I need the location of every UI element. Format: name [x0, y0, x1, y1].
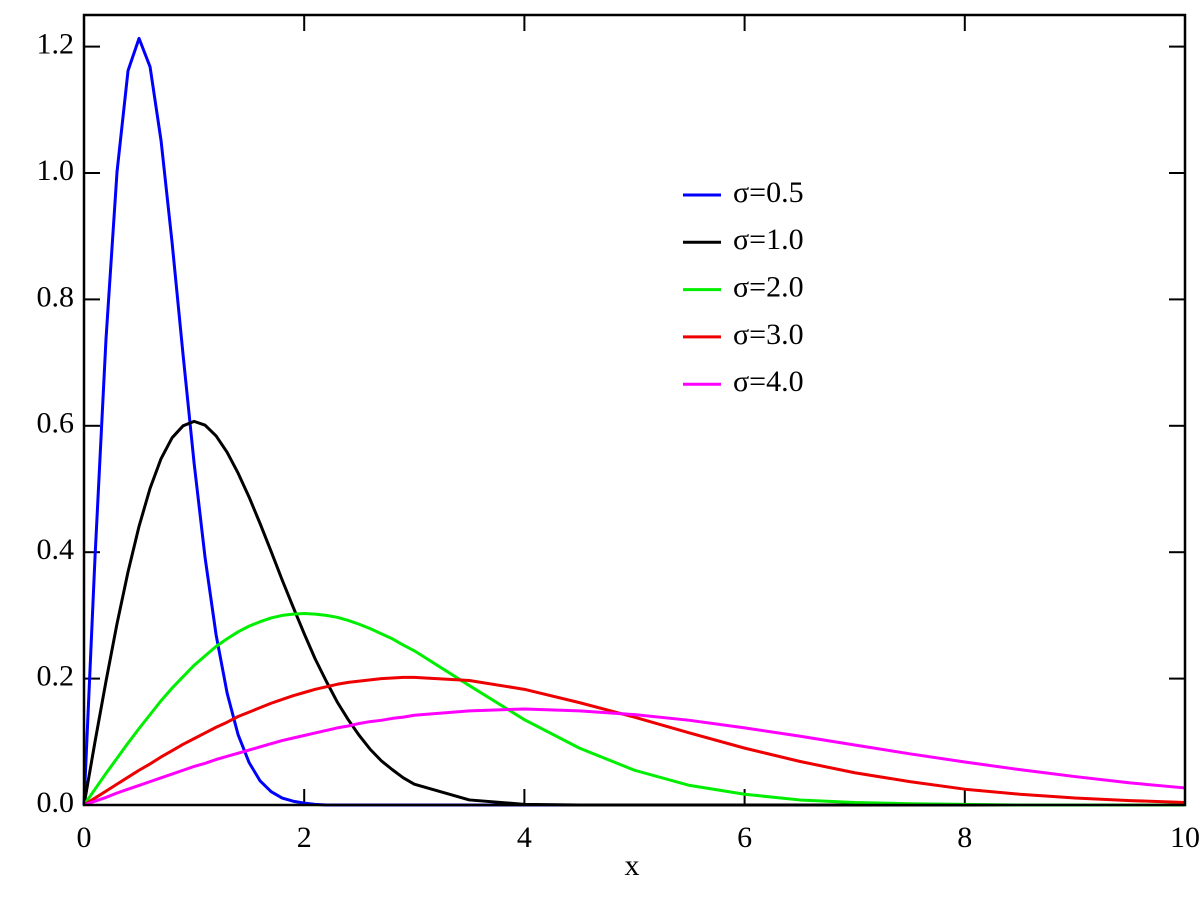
- x-tick-label: 6: [737, 821, 752, 854]
- x-tick-label: 8: [957, 821, 972, 854]
- series-line: [83, 707, 1186, 807]
- series-line: [82, 419, 1185, 807]
- y-tick-label: 0.4: [37, 533, 75, 566]
- legend-label: σ=2.0: [733, 270, 804, 303]
- y-tick-label: 1.2: [37, 27, 75, 60]
- x-tick-label: 2: [297, 821, 312, 854]
- series-line: [82, 36, 1185, 807]
- series-line: [83, 675, 1186, 807]
- legend-label: σ=1.0: [733, 223, 804, 256]
- y-tick-label: 0.6: [37, 407, 75, 440]
- legend-label: σ=3.0: [733, 318, 804, 351]
- x-axis-label: x: [625, 849, 640, 882]
- legend-label: σ=4.0: [733, 365, 804, 398]
- series-line: [82, 612, 1185, 807]
- legend-label: σ=0.5: [733, 176, 804, 209]
- y-tick-label: 0.0: [37, 786, 75, 819]
- x-tick-label: 0: [77, 821, 92, 854]
- y-tick-label: 0.2: [37, 659, 75, 692]
- y-tick-label: 1.0: [37, 154, 75, 187]
- plot-frame: [82, 13, 1187, 807]
- y-tick-label: 0.8: [37, 280, 75, 313]
- x-tick-label: 4: [517, 821, 532, 854]
- x-tick-label: 10: [1170, 821, 1200, 854]
